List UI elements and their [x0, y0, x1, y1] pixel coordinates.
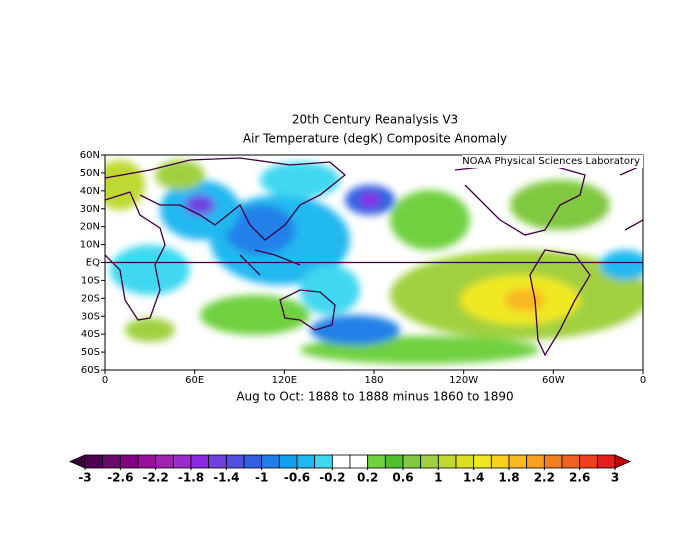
colorbar-box — [402, 454, 422, 469]
y-tick-label: 30S — [81, 311, 100, 322]
x-tick-label: 60E — [185, 375, 204, 386]
colorbar-label: -2.2 — [143, 471, 169, 485]
colorbar-label: 2.2 — [534, 471, 555, 485]
colorbar-label: 1.8 — [498, 471, 519, 485]
colorbar-box — [261, 454, 280, 469]
y-tick-label: 40N — [80, 186, 100, 197]
colorbar-box — [296, 454, 316, 469]
colorbar-box — [490, 454, 510, 469]
colorbar-label: 3 — [611, 471, 619, 485]
colorbar-box — [155, 454, 174, 469]
x-tick-label: 0 — [640, 375, 646, 386]
colorbar-box — [243, 454, 263, 469]
colorbar-box — [526, 454, 545, 469]
colorbar-label: -2.6 — [107, 471, 133, 485]
x-tick-label: 120E — [272, 375, 297, 386]
colorbar-box — [119, 454, 139, 469]
colorbar-box — [508, 454, 528, 469]
subtitle: Air Temperature (degK) Composite Anomaly — [243, 132, 507, 146]
colorbar-box — [225, 454, 245, 469]
colorbar-under — [68, 454, 86, 469]
colorbar-label: 1.4 — [463, 471, 484, 485]
colorbar-box — [437, 454, 457, 469]
colorbar-label: -0.2 — [319, 471, 345, 485]
y-tick-label: 40S — [81, 329, 100, 340]
x-tick-label: 0 — [102, 375, 108, 386]
y-tick-label: 10N — [80, 240, 100, 251]
colorbar-box — [190, 454, 210, 469]
colorbar-box — [384, 454, 404, 469]
colorbar-label: 0.6 — [392, 471, 413, 485]
colorbar-box — [349, 454, 369, 469]
colorbar-box — [455, 454, 475, 469]
colorbar-box — [278, 454, 298, 469]
colorbar-box — [102, 454, 121, 469]
colorbar-box — [84, 454, 104, 469]
colorbar-label: -0.6 — [284, 471, 310, 485]
colorbar-label: -3 — [78, 471, 91, 485]
colorbar-box — [420, 454, 439, 469]
x-tick-label: 60W — [542, 375, 565, 386]
y-tick-label: 50S — [81, 347, 100, 358]
colorbar-box — [561, 454, 581, 469]
colorbar-label: -1.8 — [178, 471, 204, 485]
colorbar-box — [596, 454, 616, 469]
y-tick-label: 60S — [81, 365, 100, 376]
colorbar-box — [543, 454, 563, 469]
colorbar-box — [473, 454, 492, 469]
colorbar-box — [137, 454, 157, 469]
colorbar-box — [208, 454, 227, 469]
x-tick-label: 180 — [364, 375, 383, 386]
colorbar-box — [579, 454, 598, 469]
colorbar-label: 1 — [434, 471, 442, 485]
colorbar-over — [614, 454, 632, 469]
y-tick-label: 30N — [80, 204, 100, 215]
colorbar-label: 2.6 — [569, 471, 590, 485]
colorbar-box — [367, 454, 386, 469]
colorbar-label: 0.2 — [357, 471, 378, 485]
colorbar-label: -1.4 — [213, 471, 239, 485]
y-tick-label: 20N — [80, 222, 100, 233]
credit: NOAA Physical Sciences Laboratory — [462, 156, 640, 167]
y-tick-label: EQ — [86, 258, 100, 269]
y-tick-label: 50N — [80, 168, 100, 179]
x-label: Aug to Oct: 1888 to 1888 minus 1860 to 1… — [236, 390, 513, 404]
x-tick-label: 120W — [449, 375, 478, 386]
y-tick-label: 60N — [80, 150, 100, 161]
colorbar-box — [331, 454, 351, 469]
title: 20th Century Reanalysis V3 — [292, 113, 458, 127]
colorbar-box — [314, 454, 333, 469]
colorbar-box — [172, 454, 192, 469]
y-tick-label: 10S — [81, 275, 100, 286]
colorbar-label: -1 — [255, 471, 268, 485]
credit-box — [462, 155, 643, 168]
y-tick-label: 20S — [81, 293, 100, 304]
